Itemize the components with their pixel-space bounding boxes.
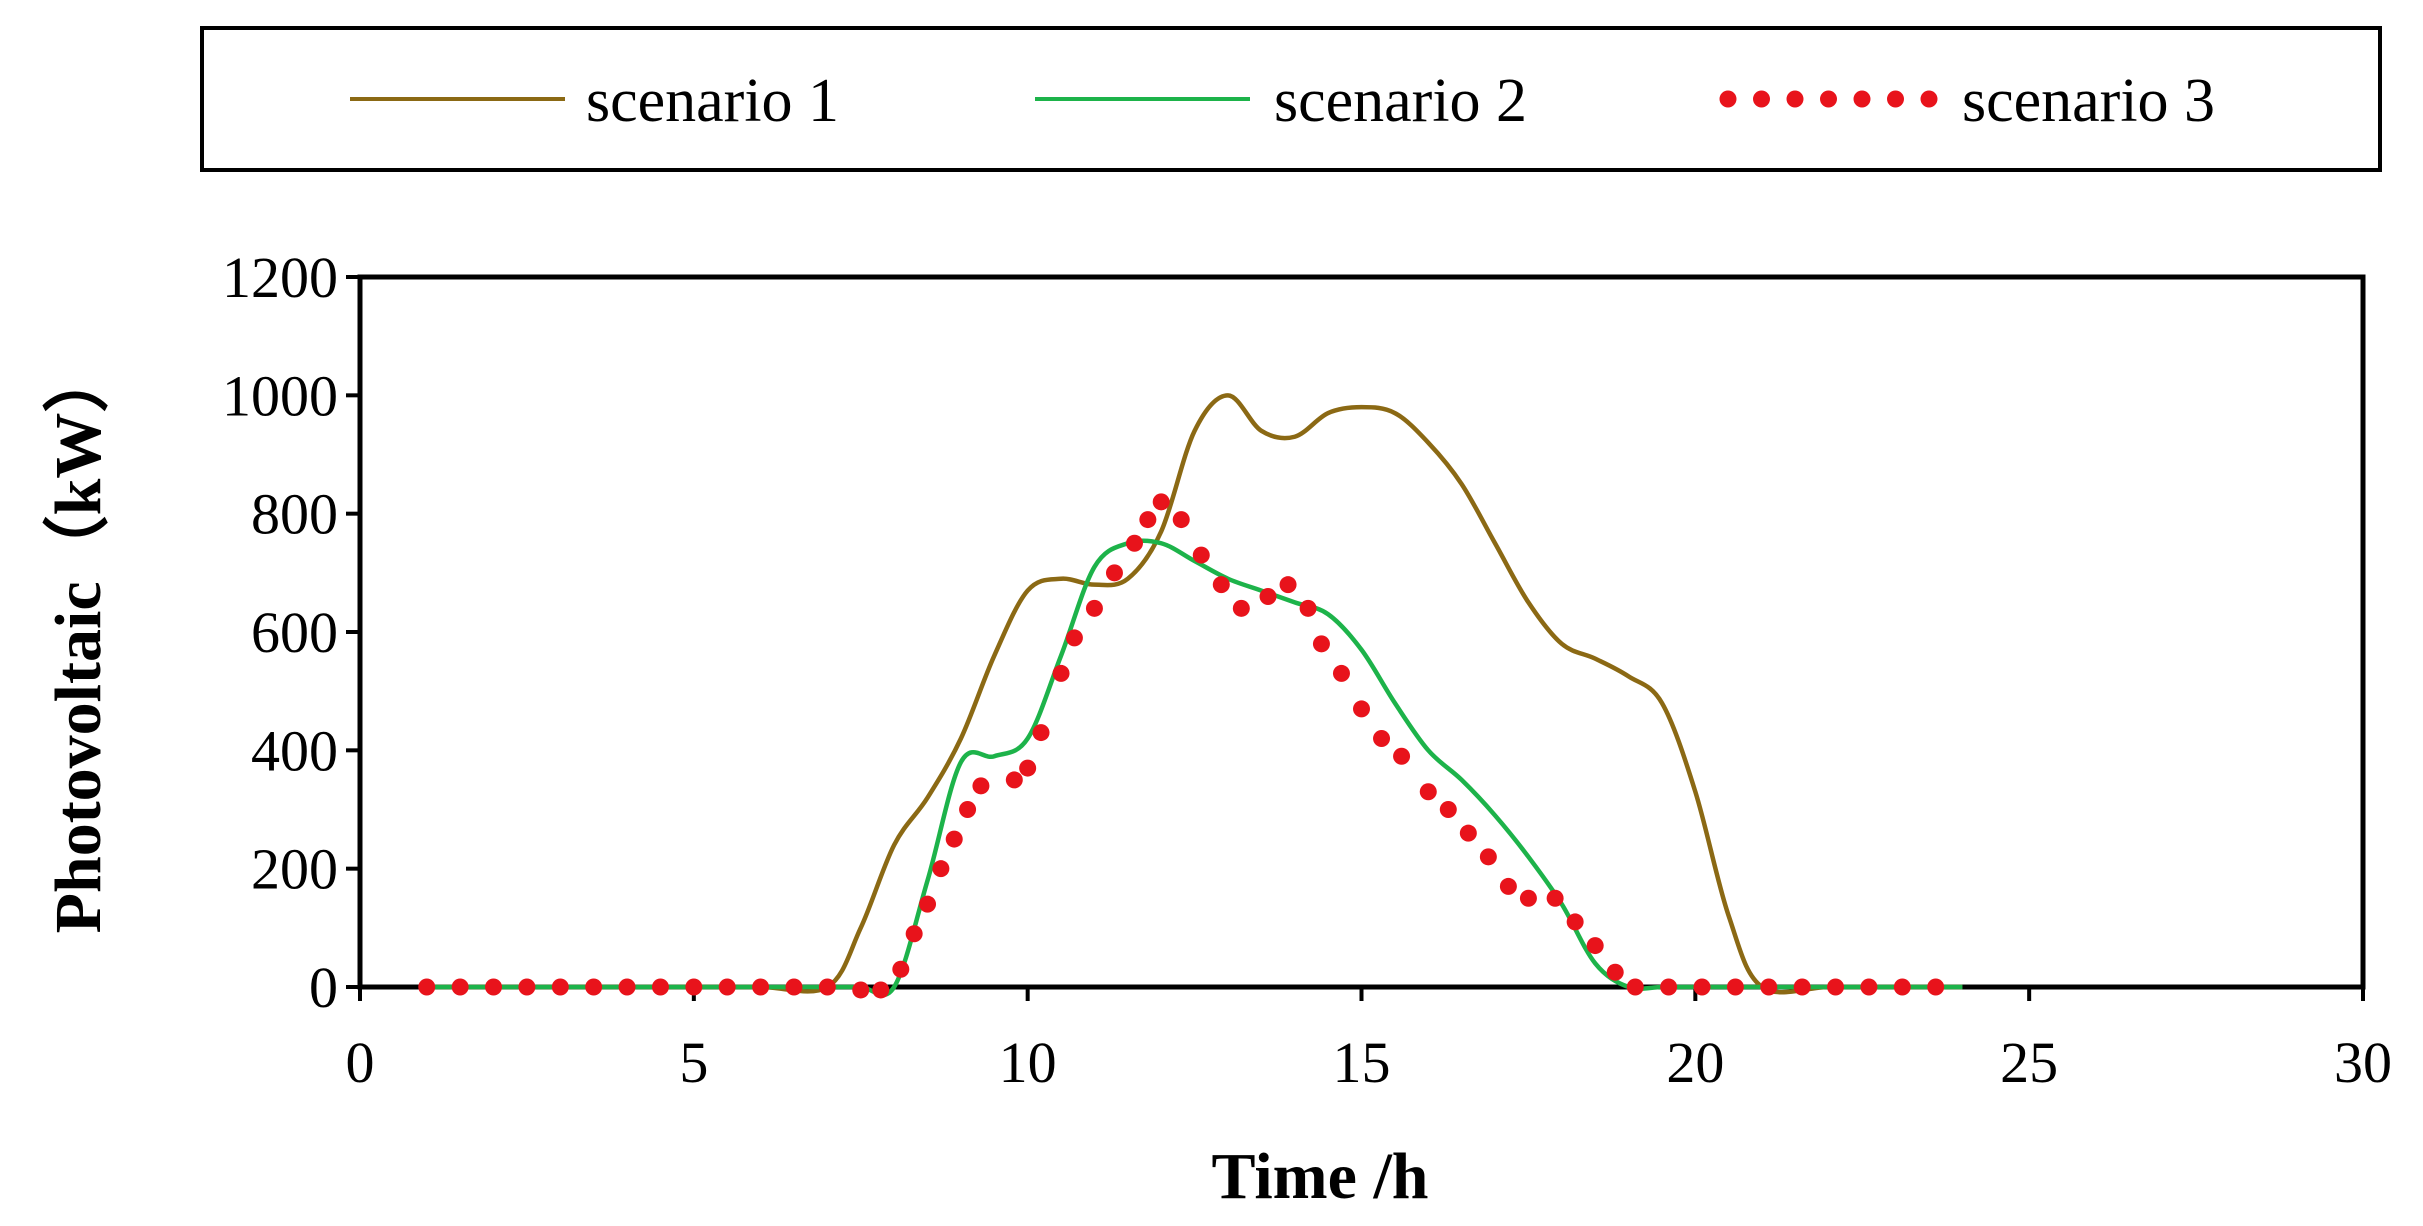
x-tick-label-25: 25 [2000,1030,2058,1095]
y-tick-label-200: 200 [251,837,338,902]
series-point [1212,576,1230,594]
series-point [1032,724,1050,742]
x-axis-title: Time /h [1212,1140,1429,1213]
series-point [685,978,703,996]
series-point [1546,889,1564,907]
series-point [1479,848,1497,866]
series-point [972,777,990,795]
series-point [905,925,923,943]
legend-dot [1753,90,1770,108]
series-point [618,978,636,996]
y-tick-label-600: 600 [251,600,338,665]
series-point [932,860,950,878]
legend: scenario 1 scenario 2 scenario 3 [200,26,2382,172]
series-point [919,895,937,913]
x-tick-label-20: 20 [1666,1030,1724,1095]
series-point [1566,913,1584,931]
x-tick-label-5: 5 [679,1030,708,1095]
series-point [1586,937,1604,955]
y-axis-title: Photovoltaic（kW） [41,347,115,934]
legend-dot [1920,90,1938,108]
legend-label-scenario-2: scenario 2 [1274,67,1527,135]
series-point [551,978,569,996]
x-tick-label-30: 30 [2334,1030,2392,1095]
series-point [1065,629,1083,647]
series-point [1393,747,1411,765]
series-point [1052,664,1070,682]
series-point [1259,588,1277,605]
series-point [1439,801,1457,818]
x-tick-label-10: 10 [999,1030,1057,1095]
series-point [1005,771,1023,789]
series-point [1312,635,1330,653]
series-point [585,978,603,996]
y-axis: 0 200 400 600 800 1000 1200 [222,245,360,1020]
series-point [1419,783,1437,801]
y-tick-label-400: 400 [251,718,338,783]
y-tick-label-0: 0 [309,955,338,1020]
legend-dot [1719,90,1737,108]
series-point [1279,576,1297,594]
legend-swatch-scenario-3 [1719,90,1938,108]
series-point [892,960,910,978]
series-point [1626,978,1644,996]
series-point [1519,889,1537,907]
series-point [818,978,836,996]
series-point [1893,978,1911,996]
series-point [1019,759,1037,777]
series-point [1860,978,1878,996]
series-point [1232,599,1250,617]
series-point [1299,599,1317,617]
series-layer [418,393,1963,999]
series-point [872,981,890,999]
series-point [1373,730,1391,747]
y-tick-label-800: 800 [251,482,338,547]
series-point [1139,511,1157,529]
legend-dot [1887,90,1904,108]
series-point [1793,978,1811,996]
series-point [1726,978,1744,996]
series-point [1353,700,1370,718]
plot-area [357,274,2366,990]
series-point [418,978,436,996]
series-point [1927,978,1945,996]
series-point [959,801,977,818]
legend-dot [1820,90,1837,108]
series-point [1499,877,1517,895]
series-point [1152,493,1170,511]
series-point [1172,511,1190,529]
x-tick-label-15: 15 [1333,1030,1391,1095]
legend-label-scenario-1: scenario 1 [586,67,839,135]
legend-dot [1786,90,1804,108]
series-point [1125,534,1143,552]
series-point [1660,978,1678,996]
y-tick-label-1000: 1000 [222,363,338,428]
y-tick-label-1200: 1200 [222,245,338,310]
series-point [518,978,536,996]
series-point [1606,963,1624,981]
series-point [1192,546,1210,564]
series-point [718,978,736,996]
series-scenario-3 [418,493,1945,999]
series-point [1760,978,1778,996]
series-point [1332,664,1350,682]
series-point [752,978,770,996]
x-axis: 0 5 10 15 20 25 30 [346,987,2392,1095]
series-point [785,978,803,996]
series-point [945,830,963,848]
series-point [651,978,669,996]
legend-label-scenario-3: scenario 3 [1962,67,2215,135]
x-tick-label-0: 0 [346,1030,375,1095]
series-point [451,978,469,996]
legend-dot [1853,90,1871,108]
series-point [1693,978,1711,996]
series-point [485,978,503,996]
series-point [852,981,870,999]
series-point [1085,599,1103,617]
series-point [1827,978,1845,996]
series-point [1105,564,1123,582]
series-point [1459,824,1477,842]
